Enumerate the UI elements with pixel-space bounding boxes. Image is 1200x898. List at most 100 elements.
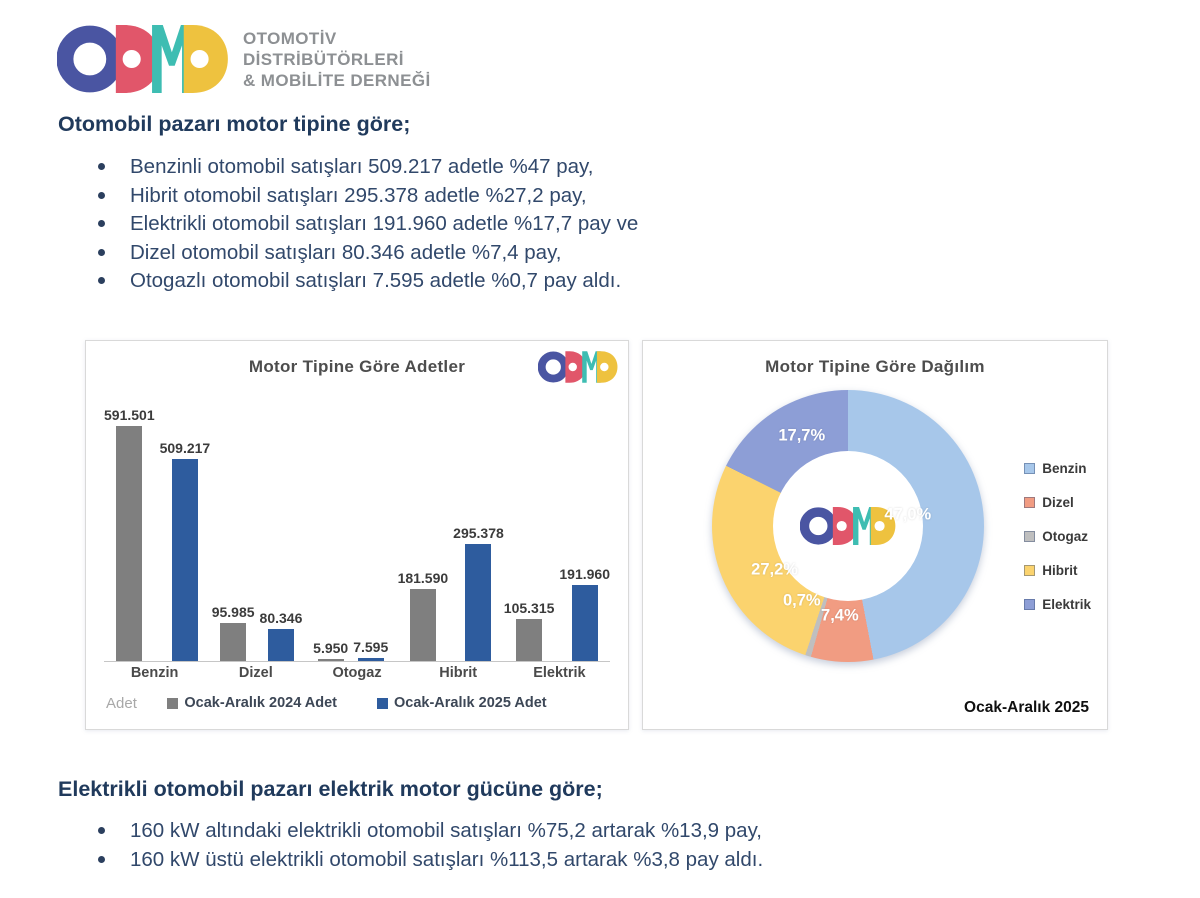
legend-item: Otogaz bbox=[1024, 529, 1091, 544]
pie-slice-label: 17,7% bbox=[778, 426, 826, 445]
period-label: Ocak-Aralık 2025 bbox=[964, 699, 1089, 716]
bullet-list-motor-type: Benzinli otomobil satışları 509.217 adet… bbox=[92, 156, 638, 299]
bar-column: 181.590 bbox=[397, 569, 449, 661]
bar-group-otogaz: 5.950 7.595 bbox=[304, 639, 398, 661]
bar-value-label: 181.590 bbox=[397, 569, 449, 586]
donut-chart-panel: Motor Tipine Göre Dağılım 47,0% 7,4% 0,7% 2… bbox=[642, 340, 1108, 730]
bar bbox=[317, 658, 344, 661]
bullet-item: Hibrit otomobil satışları 295.378 adetle… bbox=[92, 185, 638, 206]
bar bbox=[220, 622, 247, 661]
legend-item: Hibrit bbox=[1024, 563, 1091, 578]
donut: 47,0% 7,4% 0,7% 27,2% 17,7% bbox=[712, 390, 984, 662]
bar-column: 591.501 bbox=[104, 407, 155, 661]
legend-item: Elektrik bbox=[1024, 597, 1091, 612]
bar-group-benzin: 591.501 509.217 bbox=[104, 407, 210, 661]
legend-swatch bbox=[1024, 463, 1036, 474]
bar-column: 95.985 bbox=[212, 604, 255, 661]
legend-label: Dizel bbox=[1042, 495, 1074, 510]
bar-column: 80.346 bbox=[259, 610, 303, 661]
donut-chart-legend: Benzin Dizel Otogaz Hibrit Elektrik bbox=[1024, 461, 1091, 612]
legend-item: Ocak-Aralık 2025 Adet bbox=[377, 695, 547, 711]
bar-value-label: 7.595 bbox=[353, 638, 389, 655]
bar-plot-area: 591.501 509.217 95.985 80.346 5.950 7.595 181.… bbox=[104, 383, 610, 662]
odmd-logo-icon bbox=[538, 349, 618, 385]
bar-group-hibrit: 181.590 295.378 bbox=[398, 525, 504, 661]
bar-group-elektrik: 105.315 191.960 bbox=[504, 566, 610, 661]
bullet-item: 160 kW üstü elektrikli otomobil satışlar… bbox=[92, 849, 763, 870]
bullet-item: Elektrikli otomobil satışları 191.960 ad… bbox=[92, 213, 638, 234]
bar-chart-legend: Ocak-Aralık 2024 Adet Ocak-Aralık 2025 Ad… bbox=[86, 693, 628, 711]
bar-value-label: 509.217 bbox=[159, 439, 211, 456]
legend-item: Benzin bbox=[1024, 461, 1091, 476]
bar-value-label: 80.346 bbox=[259, 610, 303, 627]
donut-plot-area: 47,0% 7,4% 0,7% 27,2% 17,7% Benzin Dizel Otoga… bbox=[643, 341, 1107, 729]
legend-label: Otogaz bbox=[1042, 529, 1088, 544]
legend-swatch bbox=[1024, 599, 1036, 610]
bullet-item: Otogazlı otomobil satışları 7.595 adetle… bbox=[92, 270, 638, 291]
bullet-list-ev-power: 160 kW altındaki elektrikli otomobil sat… bbox=[92, 820, 763, 877]
pie-slice-label: 27,2% bbox=[751, 560, 798, 579]
bar-column: 105.315 bbox=[503, 600, 555, 661]
brand-org-line: OTOMOTİV bbox=[243, 28, 337, 48]
legend-swatch bbox=[377, 697, 388, 709]
legend-swatch bbox=[1024, 497, 1036, 508]
bar-value-label: 95.985 bbox=[211, 603, 255, 620]
bar-column: 5.950 bbox=[313, 639, 349, 661]
odmd-logo-icon bbox=[800, 505, 896, 547]
bar bbox=[409, 588, 436, 661]
bar-value-label: 591.501 bbox=[104, 407, 155, 423]
bar-group-dizel: 95.985 80.346 bbox=[210, 604, 304, 661]
y-axis-unit-label: Adet bbox=[106, 695, 137, 712]
bar bbox=[571, 584, 598, 661]
bar-x-axis: Benzin Dizel Otogaz Hibrit Elektrik bbox=[104, 665, 610, 681]
pie-slice-label: 0,7% bbox=[782, 591, 821, 610]
bullet-item: Dizel otomobil satışları 80.346 adetle %… bbox=[92, 242, 638, 263]
bar-value-label: 191.960 bbox=[559, 565, 610, 582]
bar-chart-title: Motor Tipine Göre Adetler bbox=[248, 357, 466, 376]
section-heading-ev-power: Elektrikli otomobil pazarı elektrik moto… bbox=[58, 777, 603, 801]
donut-hole bbox=[773, 451, 923, 601]
section-heading-motor-type: Otomobil pazarı motor tipine göre; bbox=[58, 112, 411, 136]
legend-label: Elektrik bbox=[1042, 597, 1091, 612]
odmd-logo-icon bbox=[57, 22, 229, 96]
bar-chart-panel: Motor Tipine Göre Adetler 591.501 509.217… bbox=[85, 340, 629, 730]
category-label: Dizel bbox=[238, 665, 273, 681]
category-label: Elektrik bbox=[533, 665, 586, 681]
legend-item: Dizel bbox=[1024, 495, 1091, 510]
bar-value-label: 5.950 bbox=[313, 639, 349, 656]
legend-label: Ocak-Aralık 2024 Adet bbox=[184, 695, 337, 711]
brand-header: OTOMOTİV DİSTRİBÜTÖRLERİ & MOBİLİTE DERN… bbox=[57, 22, 431, 96]
bar-column: 191.960 bbox=[559, 566, 610, 661]
bar-chart-footer: Adet Ocak-Aralık 2024 Adet Ocak-Aralık 20… bbox=[86, 693, 628, 719]
bar bbox=[171, 458, 198, 661]
category-label: Benzin bbox=[130, 665, 179, 681]
brand-org-name: OTOMOTİV DİSTRİBÜTÖRLERİ & MOBİLİTE DERN… bbox=[243, 28, 431, 91]
bar-column: 295.378 bbox=[453, 525, 504, 661]
donut-chart-title: Motor Tipine Göre Dağılım bbox=[765, 357, 985, 376]
bar-value-label: 295.378 bbox=[453, 524, 504, 541]
bar-column: 509.217 bbox=[159, 439, 211, 661]
brand-org-line: DİSTRİBÜTÖRLERİ bbox=[243, 49, 404, 69]
legend-swatch bbox=[1024, 531, 1036, 542]
pie-slice-label: 47,0% bbox=[884, 505, 932, 524]
bar bbox=[516, 619, 543, 661]
bar bbox=[357, 657, 384, 661]
brand-org-line: & MOBİLİTE DERNEĞİ bbox=[243, 70, 431, 90]
legend-swatch bbox=[167, 697, 179, 709]
legend-item: Ocak-Aralık 2024 Adet bbox=[167, 695, 337, 711]
bullet-item: Benzinli otomobil satışları 509.217 adet… bbox=[92, 156, 638, 177]
legend-label: Benzin bbox=[1042, 461, 1087, 476]
pie-slice-label: 7,4% bbox=[821, 606, 859, 625]
category-label: Hibrit bbox=[439, 665, 478, 681]
bar bbox=[465, 543, 492, 661]
legend-swatch bbox=[1024, 565, 1036, 576]
bullet-item: 160 kW altındaki elektrikli otomobil sat… bbox=[92, 820, 763, 841]
bar-column: 7.595 bbox=[353, 639, 388, 661]
bar bbox=[267, 629, 294, 661]
legend-label: Hibrit bbox=[1042, 563, 1078, 578]
category-label: Otogaz bbox=[332, 665, 382, 681]
charts-row: Motor Tipine Göre Adetler 591.501 509.217… bbox=[85, 340, 1108, 730]
bar bbox=[116, 426, 143, 661]
bar-value-label: 105.315 bbox=[503, 600, 555, 617]
